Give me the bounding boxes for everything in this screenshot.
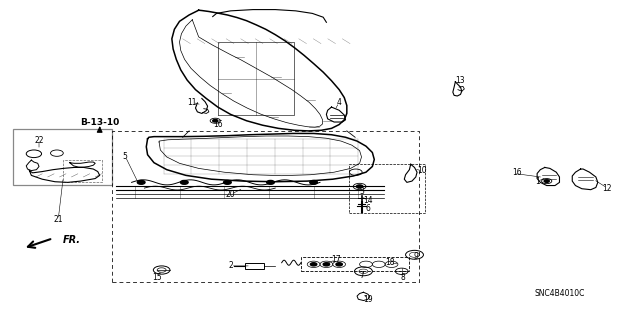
Text: 20: 20 [226,190,236,199]
Text: 19: 19 [363,295,372,304]
Text: 14: 14 [363,196,372,205]
Bar [301,257,410,271]
Text: 5: 5 [123,152,127,161]
Circle shape [212,120,218,122]
Text: 7: 7 [359,271,364,280]
Text: 8: 8 [401,272,405,281]
Circle shape [544,180,549,182]
Bar [349,164,426,213]
Text: 13: 13 [456,76,465,85]
Circle shape [356,185,363,188]
Text: FR.: FR. [63,235,81,246]
Bar [13,129,113,185]
Bar [245,263,264,269]
Text: 17: 17 [331,255,340,264]
Text: 10: 10 [417,166,427,175]
Text: 12: 12 [603,184,612,193]
Text: 16: 16 [213,120,223,129]
Circle shape [223,181,231,184]
Circle shape [336,263,342,266]
Text: 16: 16 [512,168,522,177]
Circle shape [323,263,330,266]
Text: 9: 9 [413,252,418,261]
Text: 11: 11 [188,98,197,107]
Text: 22: 22 [35,136,44,145]
Text: 3: 3 [359,187,364,196]
Text: 2: 2 [228,261,233,271]
Text: 1: 1 [535,177,540,186]
Text: 4: 4 [337,98,342,107]
Text: 21: 21 [53,215,63,224]
Circle shape [180,181,188,184]
Text: 15: 15 [152,272,162,281]
Text: 6: 6 [365,204,371,213]
Circle shape [310,181,317,184]
Circle shape [310,263,317,266]
Circle shape [267,181,275,184]
Text: 18: 18 [385,258,395,267]
Bar [63,160,102,182]
Circle shape [138,181,145,184]
Text: SNC4B4010C: SNC4B4010C [534,289,585,298]
Text: B-13-10: B-13-10 [80,117,119,127]
